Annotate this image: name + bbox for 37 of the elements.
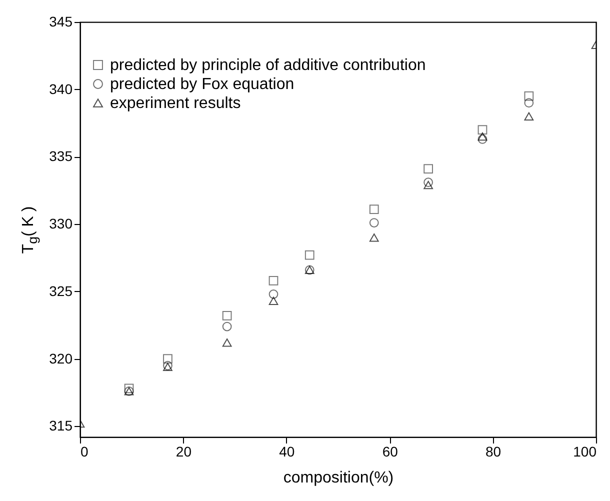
- point: [369, 218, 379, 228]
- x-tick-label: 60: [382, 444, 398, 460]
- x-tick-label: 20: [176, 444, 192, 460]
- point: [222, 322, 232, 332]
- y-tick-label: 325: [49, 282, 73, 299]
- point: [268, 290, 278, 299]
- point: [268, 296, 278, 306]
- y-tick-label: 335: [49, 148, 73, 164]
- point: [478, 125, 488, 134]
- x-axis-title: composition(%): [283, 470, 394, 486]
- point: [424, 178, 433, 188]
- point: [524, 91, 534, 101]
- point: [369, 233, 379, 242]
- point: [163, 354, 172, 364]
- point: [304, 250, 314, 260]
- legend-label: predicted by principle of additive contribution: [110, 57, 426, 74]
- y-tick-label: 340: [49, 80, 73, 97]
- x-tick-label: 100: [573, 444, 597, 460]
- point: [222, 338, 232, 347]
- point: [524, 98, 534, 108]
- x-tick-label: 80: [486, 444, 502, 460]
- legend-label: predicted by Fox equation: [110, 76, 294, 93]
- point: [424, 180, 433, 190]
- legend-label: experiment results: [110, 95, 241, 112]
- point: [424, 164, 433, 174]
- y-tick-label: 315: [49, 418, 73, 434]
- point: [478, 132, 488, 141]
- point: [369, 204, 379, 214]
- point: [478, 134, 488, 144]
- x-tick-label: 0: [80, 444, 88, 460]
- y-tick-label: 320: [49, 350, 73, 366]
- y-tick-label: 345: [49, 14, 73, 30]
- x-tick-label: 40: [279, 444, 295, 460]
- point: [222, 311, 232, 320]
- point: [524, 112, 534, 120]
- point: [268, 276, 278, 286]
- y-tick-label: 330: [49, 216, 73, 232]
